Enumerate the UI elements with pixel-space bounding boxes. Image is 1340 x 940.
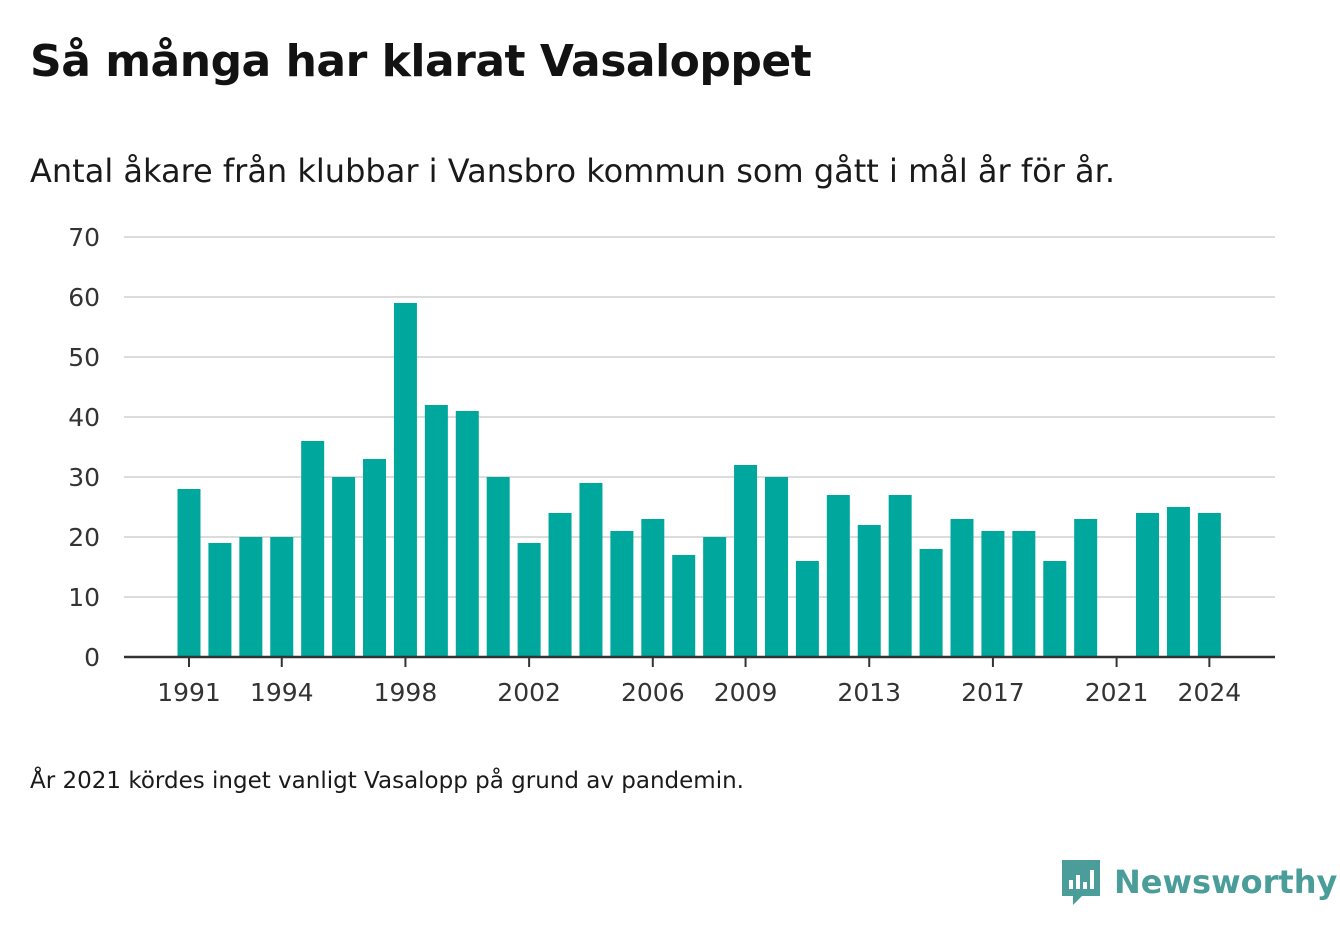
x-tick-label: 1998 <box>374 678 438 707</box>
bar-2008 <box>703 537 727 657</box>
bar-2024 <box>1197 513 1221 657</box>
bar-2011 <box>795 561 819 657</box>
newsworthy-logo-icon <box>1062 860 1100 905</box>
newsworthy-wordmark: Newsworthy <box>1114 863 1338 901</box>
bar-1998 <box>393 303 417 657</box>
bar-2004 <box>579 483 603 657</box>
newsworthy-logo: Newsworthy <box>1060 858 1337 906</box>
bar-chart: 0 10 20 30 40 50 60 70 1991 1994 1998 2002 2006 2009… <box>68 223 1275 707</box>
y-tick-label: 40 <box>68 403 100 432</box>
x-tick-label: 2002 <box>497 678 561 707</box>
y-tick-label: 0 <box>84 643 100 672</box>
y-axis-labels: 0 10 20 30 40 50 60 70 <box>68 223 100 672</box>
bar-1997 <box>363 459 387 657</box>
bar-2009 <box>734 465 758 657</box>
bar-1993 <box>239 537 263 657</box>
x-axis: 1991 1994 1998 2002 2006 2009 2013 2017 2021 2024 <box>124 655 1275 707</box>
y-tick-label: 70 <box>68 223 100 252</box>
bar-2019 <box>1043 561 1067 657</box>
x-tick-label: 2024 <box>1178 678 1242 707</box>
chart-title: Så många har klarat Vasaloppet <box>30 36 812 87</box>
bar-1992 <box>208 543 232 657</box>
x-tick-label: 2006 <box>621 678 685 707</box>
y-tick-label: 10 <box>68 583 100 612</box>
x-tick-label: 1991 <box>157 678 221 707</box>
bar-2017 <box>981 531 1005 657</box>
chart-footnote: År 2021 kördes inget vanligt Vasalopp på… <box>30 768 744 794</box>
bar-1994 <box>270 537 294 657</box>
bar-2023 <box>1166 507 1190 657</box>
bar-2015 <box>919 549 943 657</box>
bar-2000 <box>455 411 479 657</box>
x-tick-label: 2017 <box>961 678 1025 707</box>
x-tick-label: 1994 <box>250 678 314 707</box>
bar-1996 <box>332 477 356 657</box>
bar-2006 <box>641 519 665 657</box>
bars <box>177 303 1221 657</box>
bar-2018 <box>1012 531 1036 657</box>
bar-1999 <box>424 405 448 657</box>
x-tick-label: 2021 <box>1085 678 1149 707</box>
gridlines <box>124 236 1275 598</box>
bar-2002 <box>517 543 541 657</box>
chart-subtitle: Antal åkare från klubbar i Vansbro kommu… <box>30 152 1116 190</box>
bar-2012 <box>826 495 850 657</box>
y-tick-label: 50 <box>68 343 100 372</box>
bar-2005 <box>610 531 634 657</box>
bar-2016 <box>950 519 974 657</box>
x-tick-label: 2013 <box>837 678 901 707</box>
bar-2010 <box>764 477 788 657</box>
bar-2020 <box>1074 519 1098 657</box>
bar-2013 <box>857 525 881 657</box>
y-tick-label: 30 <box>68 463 100 492</box>
y-tick-label: 20 <box>68 523 100 552</box>
bar-2007 <box>672 555 696 657</box>
bar-1995 <box>301 441 325 657</box>
bar-2014 <box>888 495 912 657</box>
bar-2003 <box>548 513 572 657</box>
x-tick-label: 2009 <box>714 678 778 707</box>
bar-2022 <box>1136 513 1160 657</box>
bar-2001 <box>486 477 510 657</box>
bar-1991 <box>177 489 201 657</box>
y-tick-label: 60 <box>68 283 100 312</box>
